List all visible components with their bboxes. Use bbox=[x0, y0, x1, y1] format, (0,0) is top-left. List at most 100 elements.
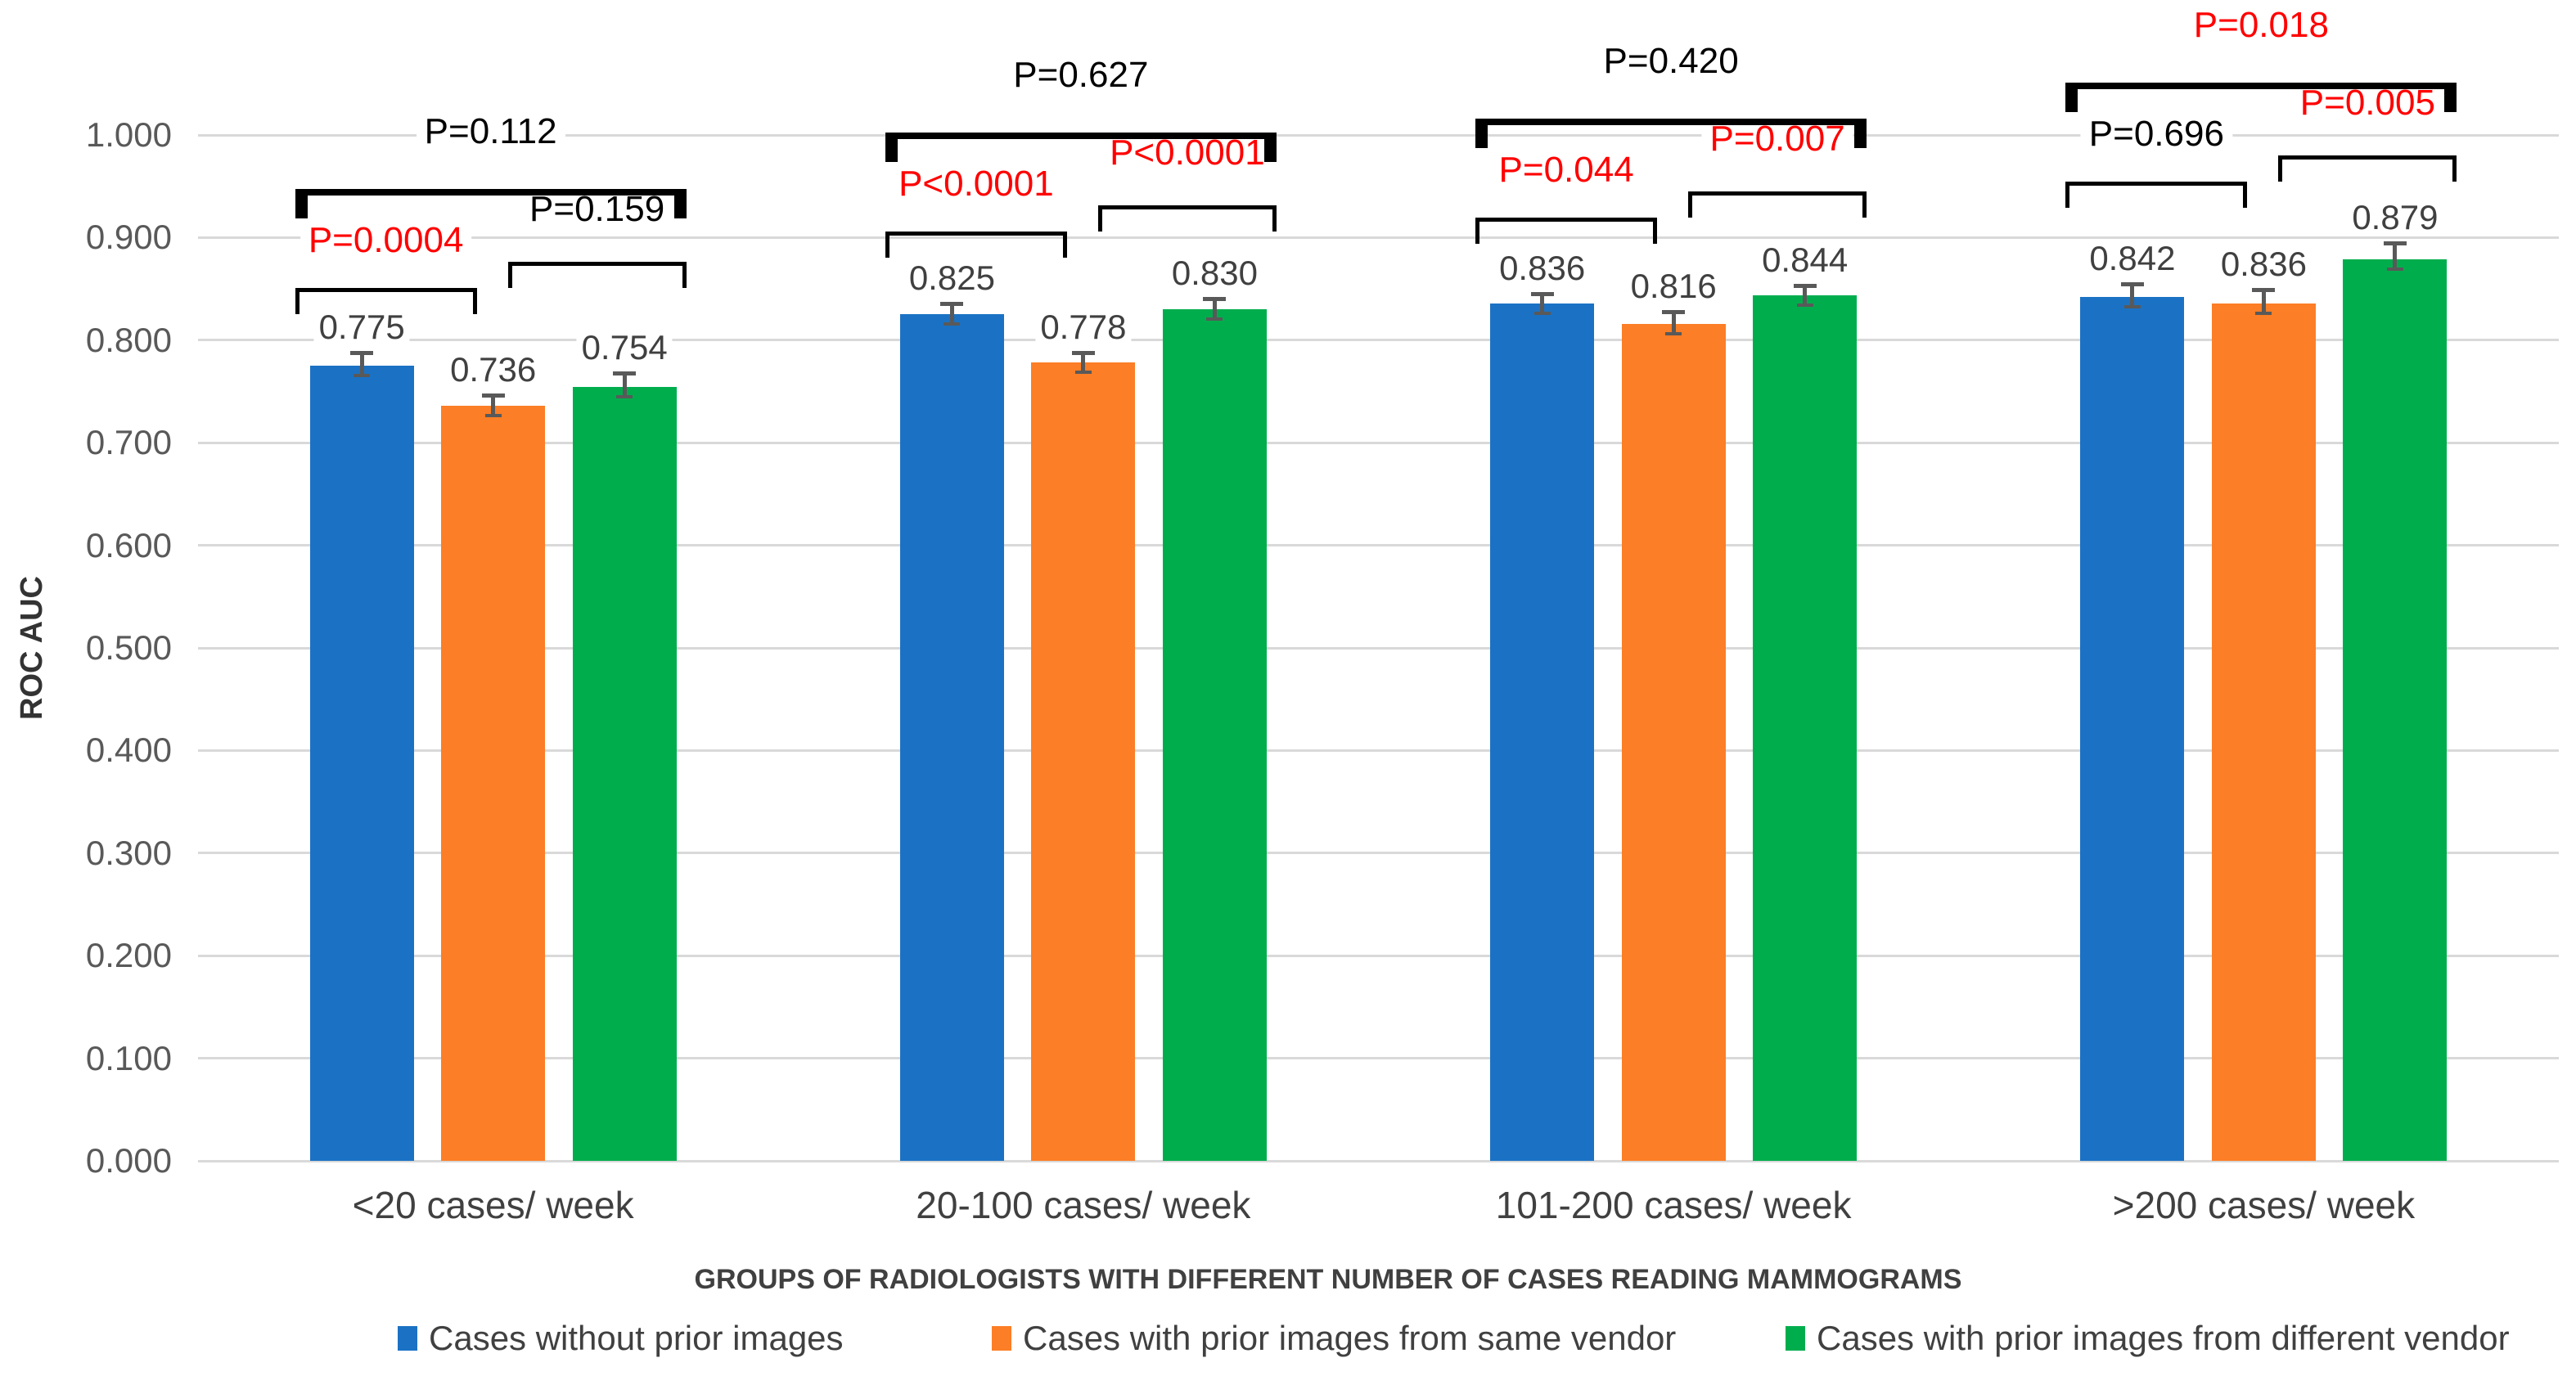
significance-bracket-pair23-g4 bbox=[2278, 155, 2457, 160]
legend-swatch-series2 bbox=[992, 1326, 1011, 1351]
significance-bracket-pair23-g3 bbox=[1688, 191, 1867, 196]
error-bar-cap-top bbox=[2383, 241, 2407, 246]
significance-bracket-pair12-g1 bbox=[295, 288, 477, 293]
significance-bracket-pair23-g1 bbox=[507, 262, 687, 267]
p-value-label-pair23-g4: P=0.005 bbox=[2291, 83, 2443, 122]
p-value-label-overall-g4: P=0.018 bbox=[2185, 6, 2337, 44]
legend-label-series3: Cases with prior images from different v… bbox=[1817, 1319, 2510, 1357]
y-tick-label: 0.600 bbox=[85, 525, 172, 564]
error-bar-line bbox=[2130, 286, 2135, 308]
x-category-label: <20 cases/ week bbox=[352, 1184, 634, 1226]
legend-swatch-series1 bbox=[398, 1326, 417, 1351]
bar-value-label: 0.736 bbox=[445, 350, 542, 389]
p-value-label-overall-g2: P=0.627 bbox=[1005, 56, 1157, 95]
bracket-end-left-pair12-g4 bbox=[2065, 181, 2070, 208]
x-axis-title: GROUPS OF RADIOLOGISTS WITH DIFFERENT NU… bbox=[694, 1264, 1962, 1295]
error-bar-cap-bottom bbox=[1074, 371, 1092, 375]
error-bar-cap-top bbox=[1793, 283, 1817, 288]
bar-value-label: 0.778 bbox=[1035, 308, 1132, 347]
p-value-label-pair23-g1: P=0.159 bbox=[521, 191, 673, 229]
p-value-label-pair12-g1: P=0.0004 bbox=[299, 222, 472, 260]
p-value-label-pair12-g2: P<0.0001 bbox=[890, 165, 1062, 204]
significance-bracket-pair12-g4 bbox=[2065, 181, 2248, 186]
error-bar-cap-bottom bbox=[1665, 331, 1682, 335]
error-bar-line bbox=[622, 375, 627, 398]
error-bar-cap-top bbox=[940, 302, 964, 307]
error-bar-line bbox=[2261, 290, 2266, 313]
bracket-end-left-pair12-g2 bbox=[885, 232, 889, 259]
y-tick-label: 0.300 bbox=[85, 833, 172, 872]
error-bar-cap-top bbox=[613, 371, 637, 376]
gridline-0.300 bbox=[198, 852, 2559, 855]
gridline-0.000 bbox=[198, 1159, 2559, 1162]
bracket-end-right-pair23-g3 bbox=[1862, 191, 1867, 218]
error-bar-cap-bottom bbox=[2386, 267, 2403, 271]
significance-bracket-overall-g4 bbox=[2065, 82, 2457, 89]
bar-series1-group3 bbox=[1490, 303, 1595, 1161]
bar-series2-group1 bbox=[441, 406, 546, 1161]
significance-bracket-overall-g3 bbox=[1475, 118, 1867, 125]
gridline-0.600 bbox=[198, 544, 2559, 547]
bracket-end-right-pair12-g2 bbox=[1062, 232, 1067, 259]
error-bar-line bbox=[1671, 313, 1676, 334]
gridline-0.700 bbox=[198, 441, 2559, 444]
bracket-end-left-pair23-g1 bbox=[507, 262, 512, 289]
error-bar-line bbox=[1081, 354, 1086, 373]
significance-bracket-pair23-g2 bbox=[1097, 205, 1277, 210]
error-bar-cap-top bbox=[1203, 296, 1227, 301]
bar-series2-group3 bbox=[1621, 323, 1726, 1161]
error-bar-cap-top bbox=[1662, 310, 1686, 315]
bracket-end-left-overall-g3 bbox=[1475, 118, 1488, 148]
x-category-label: >200 cases/ week bbox=[2112, 1184, 2416, 1226]
error-bar-cap-bottom bbox=[2255, 311, 2272, 315]
error-bar-cap-top bbox=[1530, 291, 1554, 296]
bar-value-label: 0.836 bbox=[2215, 245, 2312, 283]
p-value-label-pair23-g3: P=0.007 bbox=[1701, 119, 1853, 158]
error-bar-line bbox=[949, 305, 954, 325]
error-bar-cap-top bbox=[2120, 282, 2144, 287]
bracket-end-right-overall-g2 bbox=[1263, 133, 1277, 163]
gridline-0.100 bbox=[198, 1057, 2559, 1060]
gridline-0.500 bbox=[198, 646, 2559, 650]
error-bar-cap-bottom bbox=[1796, 303, 1813, 307]
bar-series3-group3 bbox=[1753, 295, 1858, 1161]
bracket-end-left-overall-g2 bbox=[885, 133, 898, 163]
bracket-end-right-pair12-g3 bbox=[1653, 217, 1658, 244]
bar-value-label: 0.844 bbox=[1757, 241, 1853, 279]
y-tick-label: 0.500 bbox=[85, 628, 172, 667]
bar-value-label: 0.842 bbox=[2084, 240, 2181, 278]
legend-label-series2: Cases with prior images from same vendor bbox=[1023, 1319, 1677, 1357]
bar-value-label: 0.754 bbox=[576, 329, 673, 367]
y-tick-label: 0.100 bbox=[85, 1038, 172, 1077]
bar-series3-group4 bbox=[2343, 259, 2448, 1161]
error-bar-line bbox=[1540, 295, 1545, 313]
error-bar-cap-top bbox=[1071, 351, 1095, 356]
gridline-0.900 bbox=[198, 236, 2559, 239]
error-bar-cap-bottom bbox=[1206, 317, 1223, 322]
bar-series3-group1 bbox=[572, 387, 677, 1161]
y-tick-label: 0.900 bbox=[85, 218, 172, 257]
error-bar-line bbox=[2393, 245, 2398, 269]
legend-item-series2: Cases with prior images from same vendor bbox=[992, 1319, 1677, 1357]
y-tick-label: 0.000 bbox=[85, 1141, 172, 1180]
bracket-end-right-pair23-g2 bbox=[1272, 205, 1277, 232]
bracket-end-right-pair12-g4 bbox=[2243, 181, 2248, 208]
p-value-label-pair12-g3: P=0.044 bbox=[1490, 151, 1642, 189]
y-tick-label: 0.200 bbox=[85, 936, 172, 975]
bar-series2-group4 bbox=[2211, 303, 2316, 1161]
error-bar-cap-bottom bbox=[616, 395, 633, 399]
bar-series1-group2 bbox=[899, 314, 1004, 1161]
legend-item-series1: Cases without prior images bbox=[398, 1319, 844, 1357]
bar-value-label: 0.879 bbox=[2347, 199, 2443, 237]
error-bar-line bbox=[1212, 299, 1217, 320]
bracket-end-left-pair12-g3 bbox=[1475, 217, 1480, 244]
bracket-end-right-pair12-g1 bbox=[472, 288, 477, 315]
bar-series2-group2 bbox=[1031, 362, 1136, 1161]
bracket-end-right-overall-g1 bbox=[673, 189, 687, 219]
legend-swatch-series3 bbox=[1786, 1326, 1805, 1351]
bar-value-label: 0.825 bbox=[903, 259, 1000, 298]
bar-value-label: 0.775 bbox=[313, 308, 410, 347]
error-bar-line bbox=[359, 354, 364, 376]
gridline-1.000 bbox=[198, 133, 2559, 137]
